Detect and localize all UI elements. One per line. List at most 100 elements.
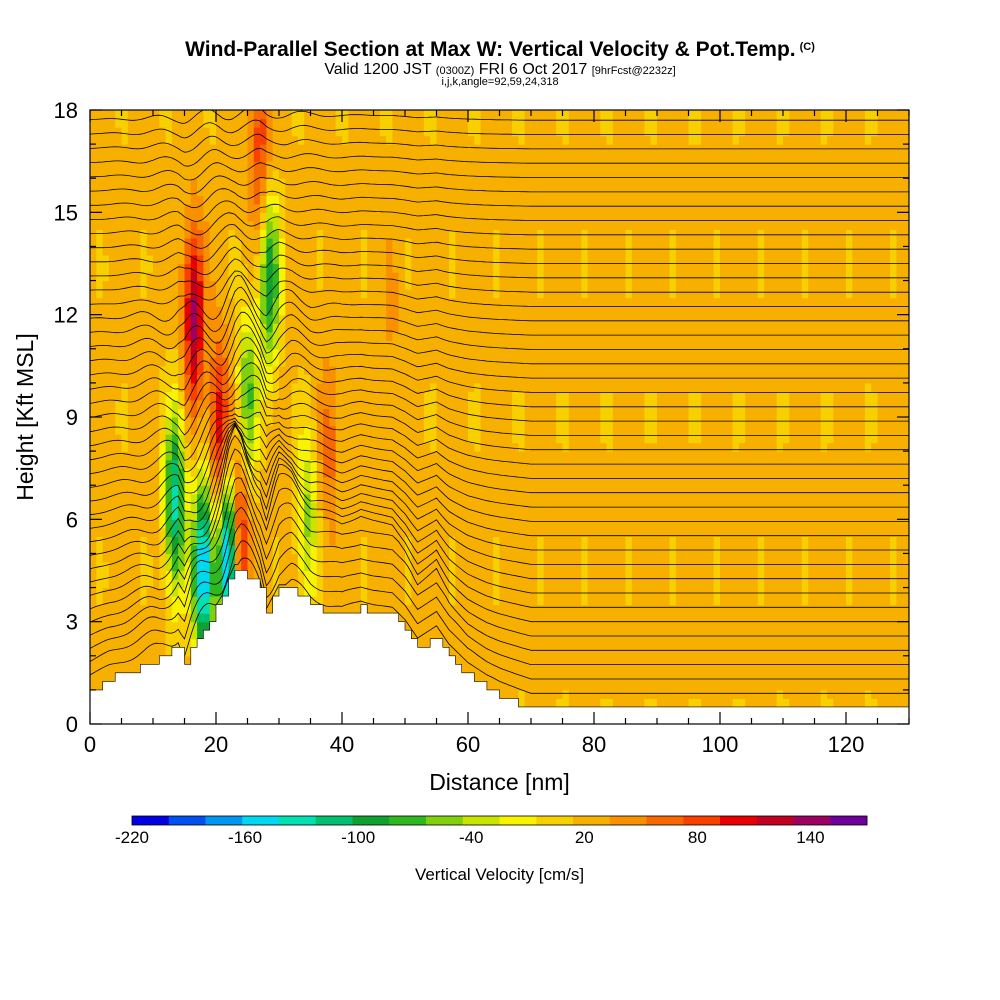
field-cell xyxy=(316,203,324,213)
field-cell xyxy=(285,203,293,213)
field-cell xyxy=(260,237,267,248)
field-cell xyxy=(512,536,519,546)
field-cell xyxy=(178,272,186,282)
field-cell xyxy=(190,246,198,256)
field-cell xyxy=(153,237,160,248)
field-cell xyxy=(253,280,261,290)
field-cell xyxy=(449,348,456,358)
field-cell xyxy=(159,127,167,137)
field-cell xyxy=(216,331,223,341)
field-cell xyxy=(127,229,135,239)
field-cell xyxy=(222,382,230,393)
field-cell xyxy=(102,297,110,307)
field-cell xyxy=(505,178,513,188)
field-cell xyxy=(442,519,450,529)
field-cell xyxy=(348,178,356,188)
field-cell xyxy=(197,229,204,239)
field-cell xyxy=(423,340,431,350)
field-cell xyxy=(480,382,488,393)
field-cell xyxy=(190,323,198,333)
field-cell xyxy=(266,408,274,418)
field-cell xyxy=(197,408,204,418)
field-cell xyxy=(405,289,412,299)
field-cell xyxy=(430,613,438,623)
field-cell xyxy=(108,638,116,648)
field-cell xyxy=(323,451,330,461)
field-cell xyxy=(512,323,519,333)
field-cell xyxy=(178,220,186,230)
field-cell xyxy=(493,630,501,640)
field-cell xyxy=(499,110,507,120)
field-cell xyxy=(222,280,230,290)
field-cell xyxy=(247,186,255,196)
field-cell xyxy=(436,178,444,188)
field-cell xyxy=(480,254,488,265)
field-cell xyxy=(184,169,192,179)
field-cell xyxy=(165,638,173,648)
field-cell xyxy=(171,493,179,503)
field-cell xyxy=(304,476,312,486)
field-cell xyxy=(348,340,356,350)
field-cell xyxy=(127,527,135,537)
field-cell xyxy=(241,144,249,154)
field-cell xyxy=(247,570,255,580)
field-cell xyxy=(468,144,475,154)
field-cell xyxy=(367,220,375,230)
field-cell xyxy=(190,408,198,418)
field-cell xyxy=(430,442,438,452)
field-cell xyxy=(367,382,375,393)
field-cell xyxy=(398,246,406,256)
field-cell xyxy=(228,468,236,478)
field-cell xyxy=(108,382,116,393)
field-cell xyxy=(442,510,450,520)
field-cell xyxy=(342,203,349,213)
field-cell xyxy=(241,391,249,401)
field-cell xyxy=(134,493,141,503)
field-cell xyxy=(342,561,349,572)
field-cell xyxy=(127,621,135,631)
field-cell xyxy=(455,621,463,631)
field-cell xyxy=(367,519,375,529)
field-cell xyxy=(209,110,217,120)
field-cell xyxy=(108,553,116,563)
field-cell xyxy=(474,536,482,546)
field-cell xyxy=(449,127,456,137)
field-cell xyxy=(329,502,337,512)
field-cell xyxy=(310,161,318,171)
field-cell xyxy=(310,212,318,222)
field-cell xyxy=(108,212,116,222)
field-cell xyxy=(203,451,211,461)
field-cell xyxy=(335,408,343,418)
field-cell xyxy=(297,186,305,196)
field-cell xyxy=(411,382,419,393)
field-cell xyxy=(178,374,186,384)
field-cell xyxy=(266,246,274,256)
field-cell xyxy=(461,195,469,205)
field-cell xyxy=(480,340,488,350)
field-cell xyxy=(518,630,526,640)
field-cell xyxy=(411,306,419,316)
field-cell xyxy=(253,442,261,452)
field-cell xyxy=(461,399,469,410)
field-cell xyxy=(449,451,456,461)
field-cell xyxy=(423,604,431,614)
field-cell xyxy=(241,382,249,393)
field-cell xyxy=(279,374,286,384)
field-cell xyxy=(222,340,230,350)
field-cell xyxy=(360,280,368,290)
field-cell xyxy=(184,596,192,606)
field-cell xyxy=(442,570,450,580)
field-cell xyxy=(197,127,204,137)
field-cell xyxy=(392,579,400,589)
field-cell xyxy=(316,229,324,239)
field-cell xyxy=(524,647,532,657)
field-cell xyxy=(279,289,286,299)
field-cell xyxy=(127,237,135,248)
field-cell xyxy=(379,272,387,282)
field-cell xyxy=(430,254,438,265)
field-cell xyxy=(96,212,104,222)
field-cell xyxy=(197,212,204,222)
field-cell xyxy=(310,561,318,572)
field-cell xyxy=(348,229,356,239)
field-cell xyxy=(108,587,116,597)
